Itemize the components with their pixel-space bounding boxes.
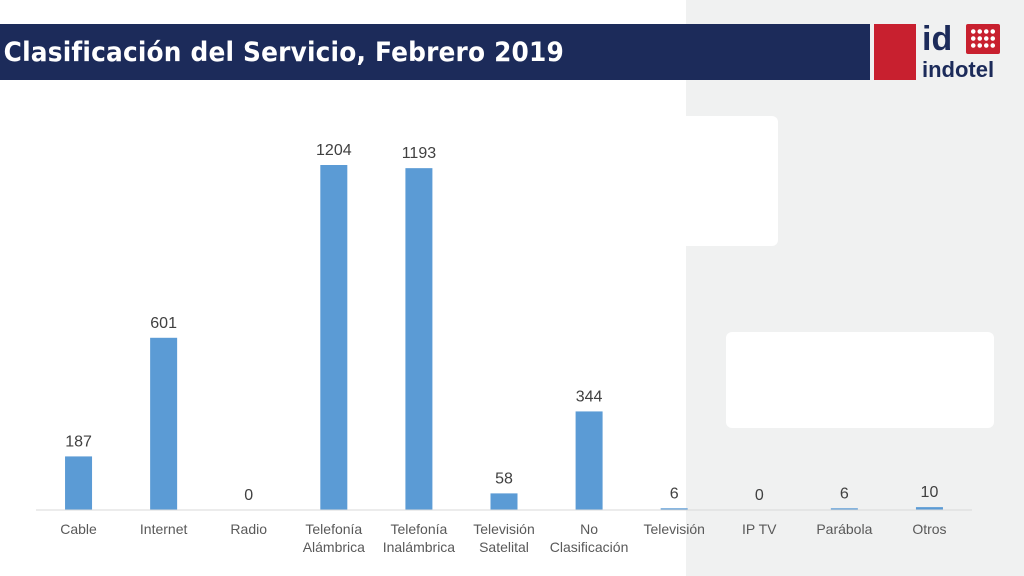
- indotel-logo: id indotel: [922, 22, 1004, 84]
- category-label-6-1: Clasificación: [550, 539, 629, 555]
- logo-keypad-dots: [970, 28, 996, 50]
- bar-0: [65, 456, 93, 510]
- bar-5: [490, 493, 518, 510]
- category-label-2-0: Radio: [230, 521, 267, 537]
- category-label-7-0: Televisión: [643, 521, 704, 537]
- data-label-1: 601: [150, 315, 177, 332]
- bar-7: [660, 508, 688, 510]
- background-cutout-top: [686, 116, 778, 246]
- category-label-4-0: Telefonía: [390, 521, 447, 537]
- page-title: Clasificación del Servicio, Febrero 2019: [3, 36, 564, 68]
- data-label-10: 10: [921, 484, 939, 501]
- category-label-8-0: IP TV: [742, 521, 777, 537]
- data-label-2: 0: [244, 487, 253, 504]
- bar-9: [830, 508, 858, 510]
- accent-block: [874, 24, 916, 80]
- bar-4: [405, 168, 433, 511]
- data-label-9: 6: [840, 485, 849, 502]
- category-label-5-0: Televisión: [473, 521, 534, 537]
- bar-3: [320, 165, 348, 510]
- data-label-0: 187: [65, 433, 92, 450]
- category-label-3-1: Alámbrica: [303, 539, 365, 555]
- logo-id-text: id: [922, 20, 953, 58]
- data-label-6: 344: [576, 388, 603, 405]
- data-label-3: 1204: [316, 142, 352, 159]
- category-label-9-0: Parábola: [816, 521, 872, 537]
- background-cutout-box: [726, 332, 994, 428]
- data-label-5: 58: [495, 470, 513, 487]
- logo-wordmark: indotel: [922, 57, 995, 82]
- title-bar: Clasificación del Servicio, Febrero 2019: [0, 24, 870, 80]
- background-panel: [686, 0, 1024, 576]
- bar-1: [150, 337, 178, 510]
- category-label-0-0: Cable: [60, 521, 97, 537]
- category-label-5-1: Satelital: [479, 539, 529, 555]
- data-label-8: 0: [755, 487, 764, 504]
- category-label-4-1: Inalámbrica: [383, 539, 456, 555]
- category-label-6-0: No: [580, 521, 598, 537]
- category-label-3-0: Telefonía: [305, 521, 362, 537]
- category-label-1-0: Internet: [140, 521, 188, 537]
- data-label-7: 6: [670, 485, 679, 502]
- category-label-10-0: Otros: [912, 521, 946, 537]
- data-label-4: 1193: [402, 145, 437, 162]
- bar-10: [915, 507, 943, 510]
- bar-6: [575, 411, 603, 510]
